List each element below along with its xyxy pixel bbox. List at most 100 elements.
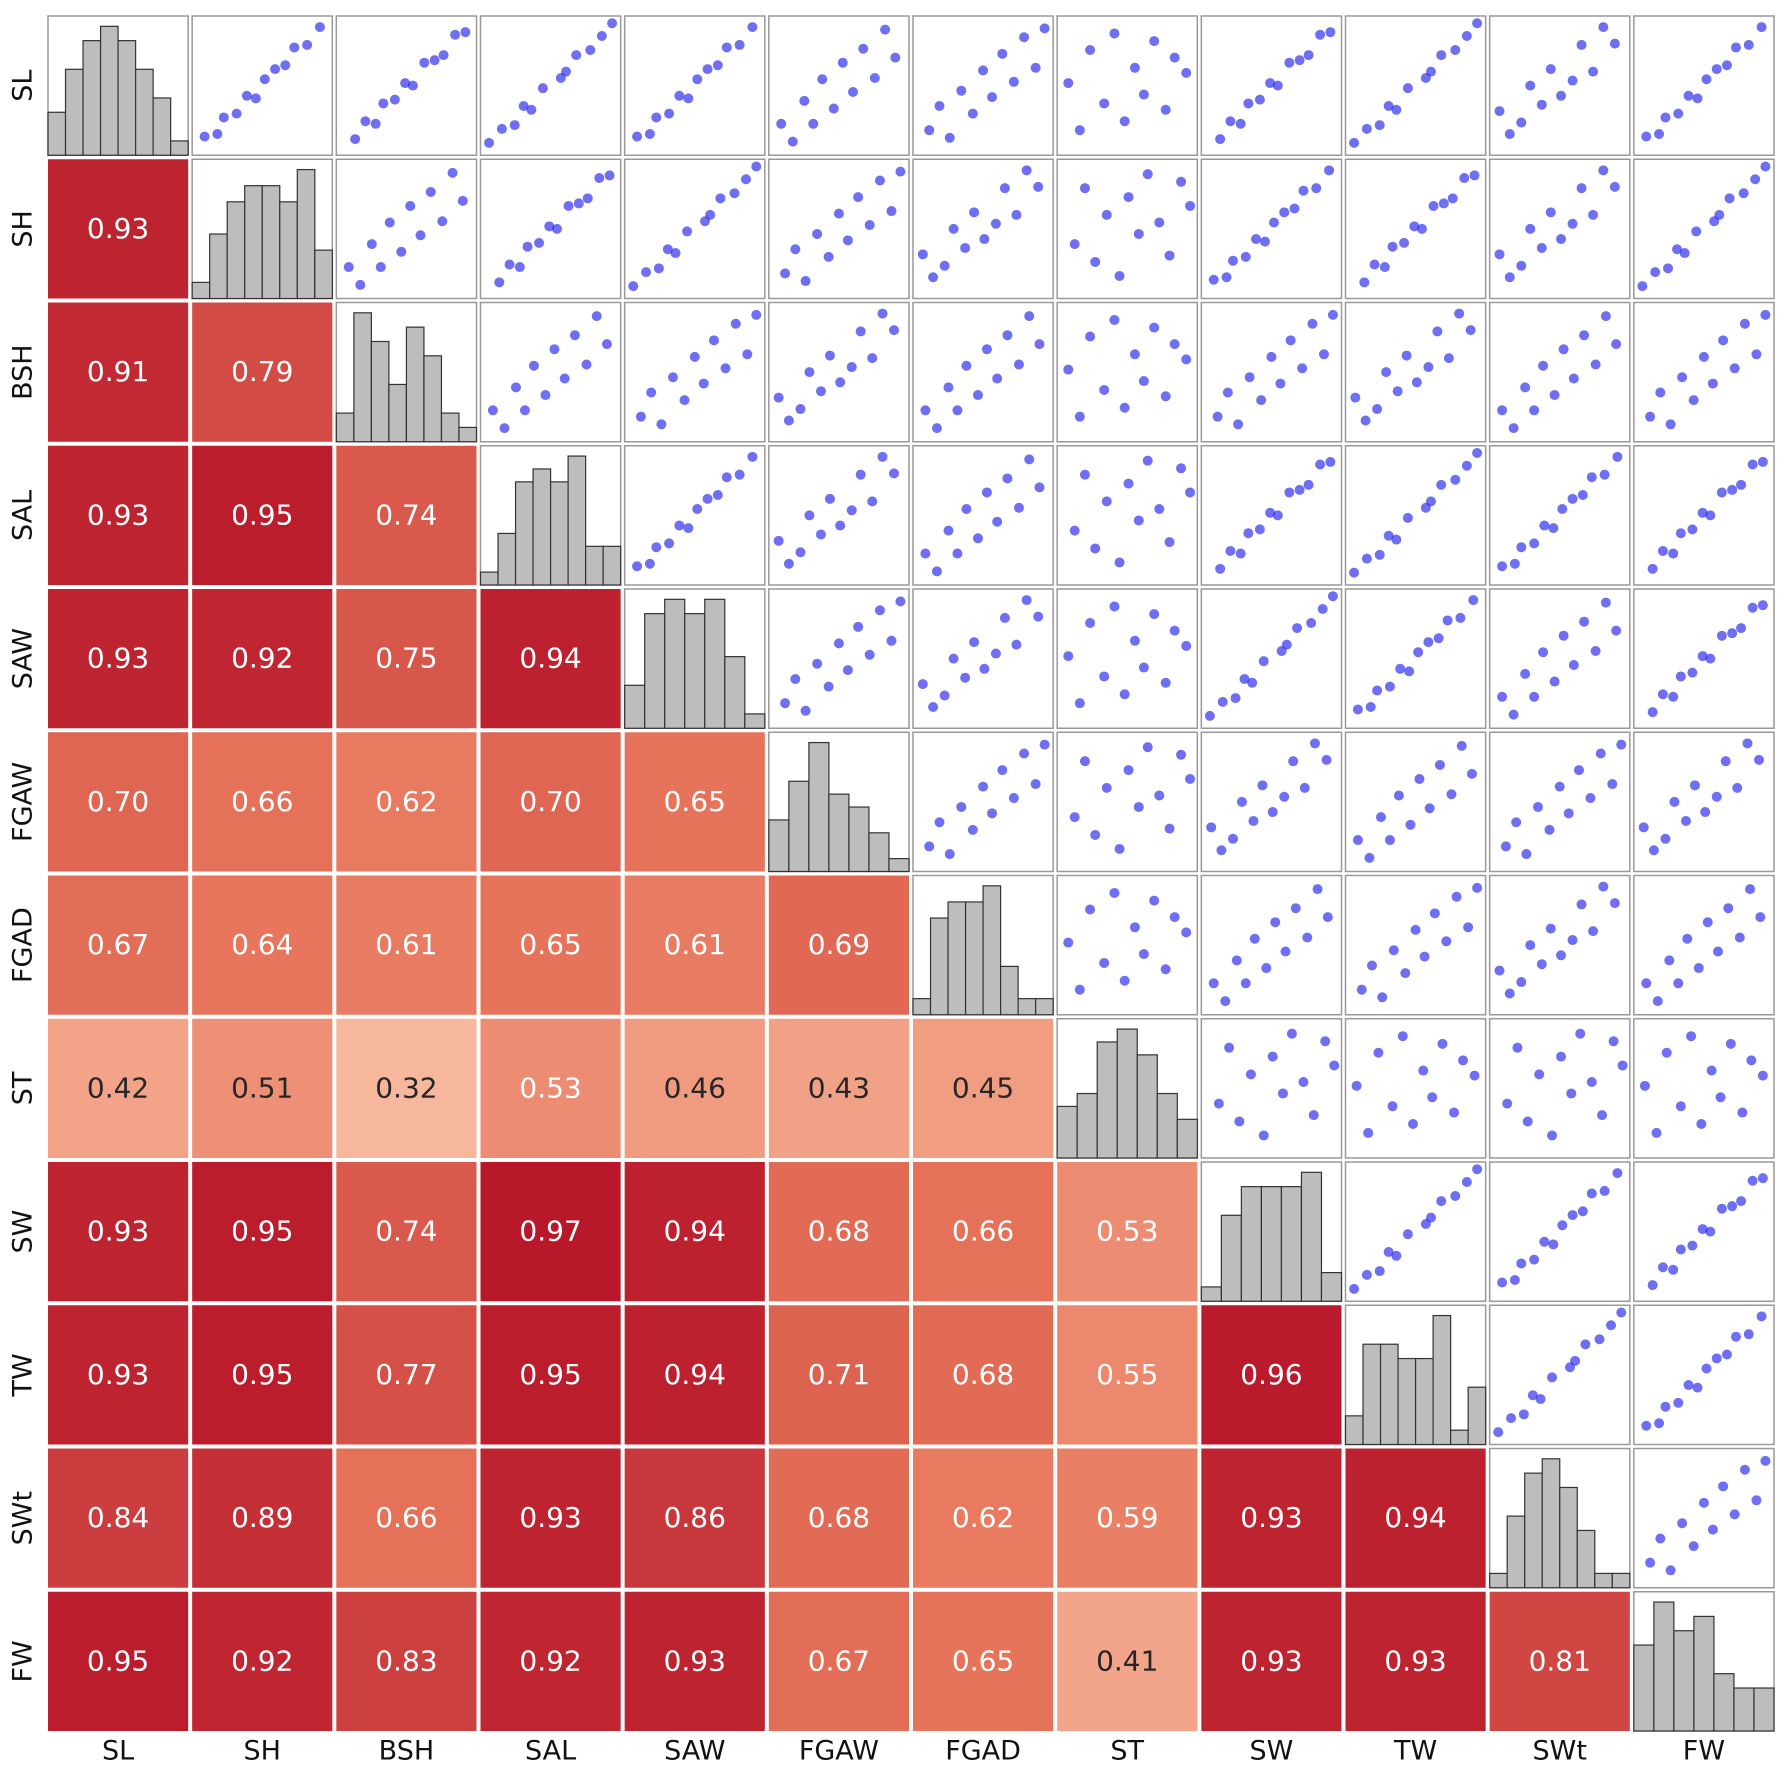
scatter-point	[773, 392, 784, 403]
scatter-point	[1069, 812, 1080, 823]
panel-frame	[1488, 1018, 1631, 1159]
scatter-point	[1138, 89, 1149, 100]
scatter-point	[1008, 76, 1019, 87]
scatter-point	[1383, 1246, 1394, 1257]
scatter-point	[270, 64, 281, 75]
scatter-point	[1286, 1028, 1297, 1039]
correlation-cell	[1201, 1591, 1342, 1731]
scatter-point	[979, 234, 990, 245]
scatter-point	[1595, 748, 1606, 759]
scatter-point	[1289, 203, 1300, 214]
scatter-point	[302, 39, 313, 50]
scatter-point	[824, 493, 835, 504]
scatter-point	[948, 653, 959, 664]
scatter-point	[1160, 677, 1171, 688]
histogram-bar	[684, 613, 706, 729]
scatter-point	[1760, 309, 1771, 320]
scatter-point	[447, 167, 458, 178]
correlation-label: 0.93	[87, 1358, 149, 1391]
scatter-point	[1021, 165, 1032, 176]
scatter-point	[1504, 988, 1515, 999]
scatter-point	[1393, 790, 1404, 801]
scatter-point	[1085, 617, 1096, 628]
scatter-point	[1265, 507, 1276, 518]
correlation-cell	[192, 875, 333, 1015]
scatter-point	[1760, 1455, 1771, 1466]
scatter-point	[812, 658, 823, 669]
scatter-point	[662, 244, 673, 255]
scatter-point	[1579, 616, 1590, 627]
scatter-point	[1607, 779, 1618, 790]
scatter-point	[1711, 1353, 1722, 1364]
scatter-point	[1494, 106, 1505, 117]
scatter-point	[1149, 322, 1160, 333]
scatter-point	[1164, 250, 1175, 261]
scatter-point	[1687, 524, 1698, 535]
histogram-bar	[549, 481, 569, 586]
scatter-point	[1233, 419, 1244, 430]
panel-frame	[768, 15, 910, 156]
correlation-label: 0.86	[664, 1501, 726, 1534]
panel-frame	[1056, 158, 1199, 300]
scatter-point	[1436, 50, 1447, 61]
scatter-point	[1525, 80, 1536, 91]
scatter-point	[526, 104, 537, 115]
scatter-point	[1727, 1201, 1738, 1212]
correlation-cell	[192, 1591, 333, 1731]
scatter-point	[1258, 656, 1269, 667]
scatter-point	[1647, 563, 1658, 574]
scatter-point	[679, 395, 690, 406]
scatter-point	[1557, 1220, 1568, 1231]
scatter-point	[1254, 94, 1265, 105]
scatter-point	[510, 382, 521, 393]
scatter-point	[1494, 249, 1505, 260]
scatter-point	[1303, 50, 1314, 61]
scatter-point	[1611, 339, 1622, 350]
correlation-label: 0.95	[87, 1644, 149, 1677]
scatter-point	[1270, 917, 1281, 928]
scatter-point	[1576, 39, 1587, 50]
correlation-label: 0.59	[1096, 1501, 1158, 1534]
scatter-point	[1074, 984, 1085, 995]
scatter-point	[1298, 1077, 1309, 1088]
scatter-point	[1281, 639, 1292, 650]
correlation-label: 0.70	[519, 785, 581, 818]
histogram-bar	[1653, 1601, 1675, 1732]
scatter-point	[1567, 218, 1578, 229]
histogram-bar	[353, 312, 372, 443]
histogram-bar	[532, 468, 552, 586]
scatter-point	[280, 60, 291, 71]
histogram-bar	[744, 713, 766, 729]
scatter-point	[1123, 765, 1134, 776]
scatter-point	[1525, 940, 1536, 951]
scatter-point	[1668, 1264, 1679, 1275]
scatter-point	[1700, 807, 1711, 818]
panel-frame	[1633, 874, 1775, 1016]
scatter-point	[997, 765, 1008, 776]
scatter-point	[1494, 965, 1505, 976]
scatter-point	[1225, 116, 1236, 127]
histogram-bar	[405, 326, 425, 443]
scatter-point	[1588, 209, 1599, 220]
scatter-point	[1497, 561, 1508, 572]
scatter-point	[1391, 104, 1402, 115]
scatter-point	[656, 419, 667, 430]
scatter-point	[1208, 274, 1219, 285]
scatter-point	[1109, 28, 1120, 39]
scatter-point	[596, 30, 607, 41]
scatter-point	[1751, 1495, 1762, 1506]
histogram-bar	[982, 885, 1002, 1016]
scatter-point	[1133, 228, 1144, 239]
histogram-bar	[1156, 1092, 1178, 1159]
correlation-label: 0.61	[664, 928, 726, 961]
scatter-point	[1512, 1042, 1523, 1053]
histogram-bar	[1280, 1186, 1303, 1302]
scatter-point	[934, 100, 945, 111]
histogram-bar	[479, 571, 499, 586]
scatter-point	[1079, 183, 1090, 194]
scatter-point	[1247, 677, 1258, 688]
panel-frame	[1488, 731, 1631, 873]
panel-frame	[1056, 445, 1199, 586]
scatter-point	[1085, 904, 1096, 915]
scatter-point	[1215, 563, 1226, 574]
